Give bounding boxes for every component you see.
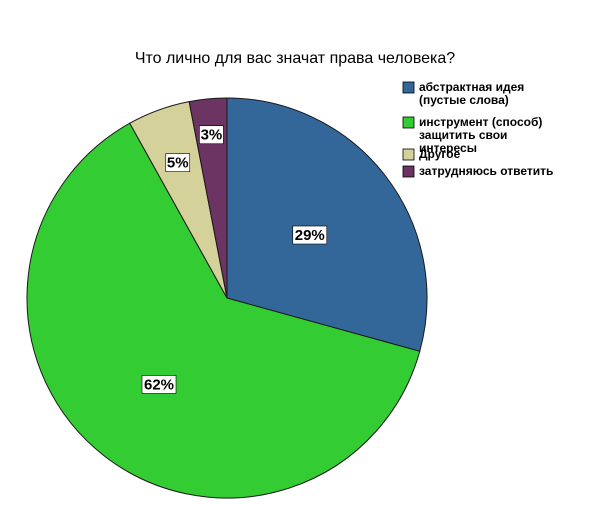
pie-slices — [26, 97, 428, 499]
legend-label: интересы — [419, 141, 477, 155]
pie-label-2: 62% — [141, 375, 177, 394]
legend-label: абстрактная идея — [419, 80, 524, 94]
legend-swatch — [402, 165, 415, 178]
pie-label-box — [141, 375, 177, 394]
pie-label-4: 3% — [199, 125, 224, 145]
legend-label: затрудняюсь ответить — [419, 164, 553, 178]
legend-label: Другое — [419, 147, 461, 161]
legend-swatch — [402, 148, 415, 161]
legend-label: инструмент (способ) — [419, 115, 542, 129]
pie-label-text: 3% — [201, 127, 223, 144]
pie-label-box — [165, 153, 191, 172]
legend-item-1: абстрактная идея(пустые слова) — [402, 80, 524, 107]
pie-label-text: 29% — [295, 227, 325, 244]
legend-item-3: Другое — [402, 147, 461, 161]
chart-title: Что лично для вас значат права человека? — [135, 50, 455, 67]
pie-label-box — [292, 225, 328, 245]
pie-slice-1 — [226, 97, 428, 352]
pie-slice-2 — [26, 122, 421, 499]
pie-labels: 29% 62% 5% 3% — [141, 125, 328, 394]
pie-label-box — [199, 125, 224, 145]
legend-label: защитить свои — [419, 128, 507, 142]
pie-slice-4 — [188, 97, 228, 299]
pie-label-3: 5% — [165, 153, 191, 172]
legend-item-4: затрудняюсь ответить — [402, 164, 553, 178]
pie-label-1: 29% — [292, 225, 328, 245]
pie-label-text: 5% — [167, 155, 189, 172]
legend-label: (пустые слова) — [419, 93, 509, 107]
legend-swatch — [402, 116, 415, 129]
legend-swatch — [402, 81, 415, 94]
pie-label-text: 62% — [144, 376, 174, 393]
legend: абстрактная идея(пустые слова) инструмент… — [402, 80, 553, 178]
